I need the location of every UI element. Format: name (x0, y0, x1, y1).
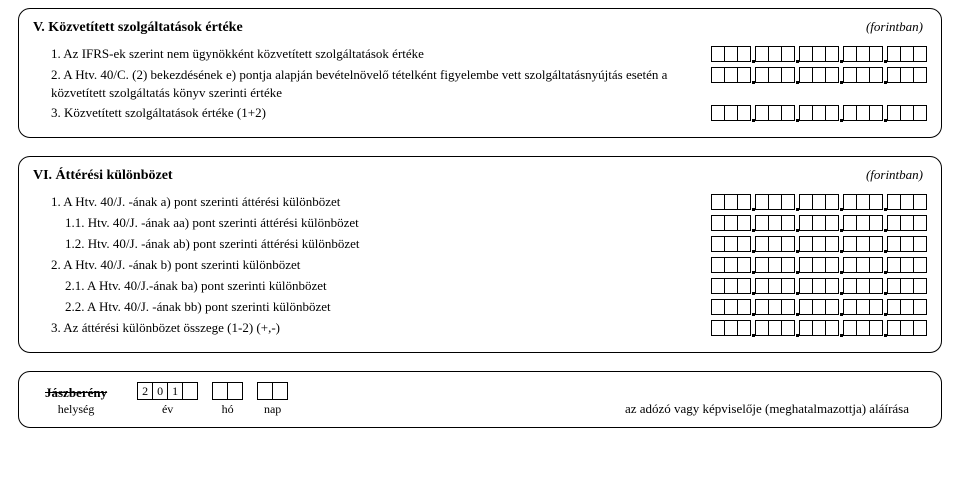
day-caption: nap (264, 402, 281, 417)
section-v-title: V. Közvetített szolgáltatások értéke (33, 20, 866, 36)
day-boxes[interactable] (257, 382, 288, 400)
section-vi-header: VI. Áttérési különbözet (forintban) (33, 167, 927, 190)
amount-input[interactable] (711, 45, 927, 63)
form-row: 3. Közvetített szolgáltatások értéke (1+… (33, 104, 927, 122)
row-label: 1. A Htv. 40/J. -ának a) pont szerinti á… (33, 193, 711, 211)
row-label: 1. Az IFRS-ek szerint nem ügynökként köz… (33, 45, 711, 63)
amount-input[interactable] (711, 214, 927, 232)
section-v-rows: 1. Az IFRS-ek szerint nem ügynökként köz… (33, 45, 927, 122)
month-boxes[interactable] (212, 382, 243, 400)
amount-input[interactable] (711, 235, 927, 253)
amount-input[interactable] (711, 66, 927, 84)
day-col: nap (257, 382, 288, 417)
amount-input[interactable] (711, 298, 927, 316)
form-row: 3. Az áttérési különbözet összege (1-2) … (33, 319, 927, 337)
year-boxes[interactable]: 201 (137, 382, 198, 400)
amount-input[interactable] (711, 319, 927, 337)
footer-box: Jászberény helység 201 év hó nap az adóz… (18, 371, 942, 428)
section-v: V. Közvetített szolgáltatások értéke (fo… (18, 8, 942, 138)
month-caption: hó (222, 402, 234, 417)
row-label: 1.2. Htv. 40/J. -ának ab) pont szerinti … (33, 235, 711, 253)
row-label: 2.2. A Htv. 40/J. -ának bb) pont szerint… (33, 298, 711, 316)
amount-input[interactable] (711, 277, 927, 295)
section-v-header: V. Közvetített szolgáltatások értéke (fo… (33, 19, 927, 42)
row-label: 2. A Htv. 40/J. -ának b) pont szerinti k… (33, 256, 711, 274)
section-vi-rows: 1. A Htv. 40/J. -ának a) pont szerinti á… (33, 193, 927, 337)
amount-input[interactable] (711, 104, 927, 122)
form-row: 1. Az IFRS-ek szerint nem ügynökként köz… (33, 45, 927, 63)
form-row: 1.1. Htv. 40/J. -ának aa) pont szerinti … (33, 214, 927, 232)
place-block: Jászberény helység (45, 385, 107, 417)
amount-input[interactable] (711, 193, 927, 211)
place-caption: helység (58, 402, 95, 417)
section-vi: VI. Áttérési különbözet (forintban) 1. A… (18, 156, 942, 353)
form-row: 2. A Htv. 40/C. (2) bekezdésének e) pont… (33, 66, 927, 101)
form-row: 1. A Htv. 40/J. -ának a) pont szerinti á… (33, 193, 927, 211)
row-label: 2.1. A Htv. 40/J.-ának ba) pont szerinti… (33, 277, 711, 295)
row-label: 3. Az áttérési különbözet összege (1-2) … (33, 319, 711, 337)
date-group: 201 év hó nap (137, 382, 288, 417)
month-col: hó (212, 382, 243, 417)
section-vi-title: VI. Áttérési különbözet (33, 168, 866, 184)
form-row: 2.1. A Htv. 40/J.-ának ba) pont szerinti… (33, 277, 927, 295)
form-row: 2.2. A Htv. 40/J. -ának bb) pont szerint… (33, 298, 927, 316)
section-vi-unit: (forintban) (866, 167, 927, 183)
form-row: 1.2. Htv. 40/J. -ának ab) pont szerinti … (33, 235, 927, 253)
signature-caption: az adózó vagy képviselője (meghatalmazot… (318, 401, 915, 417)
row-label: 2. A Htv. 40/C. (2) bekezdésének e) pont… (33, 66, 711, 101)
form-row: 2. A Htv. 40/J. -ának b) pont szerinti k… (33, 256, 927, 274)
section-v-unit: (forintban) (866, 19, 927, 35)
year-caption: év (162, 402, 173, 417)
amount-input[interactable] (711, 256, 927, 274)
row-label: 3. Közvetített szolgáltatások értéke (1+… (33, 104, 711, 122)
year-col: 201 év (137, 382, 198, 417)
footer-row: Jászberény helység 201 év hó nap az adóz… (35, 382, 925, 417)
row-label: 1.1. Htv. 40/J. -ának aa) pont szerinti … (33, 214, 711, 232)
place-name: Jászberény (45, 385, 107, 401)
